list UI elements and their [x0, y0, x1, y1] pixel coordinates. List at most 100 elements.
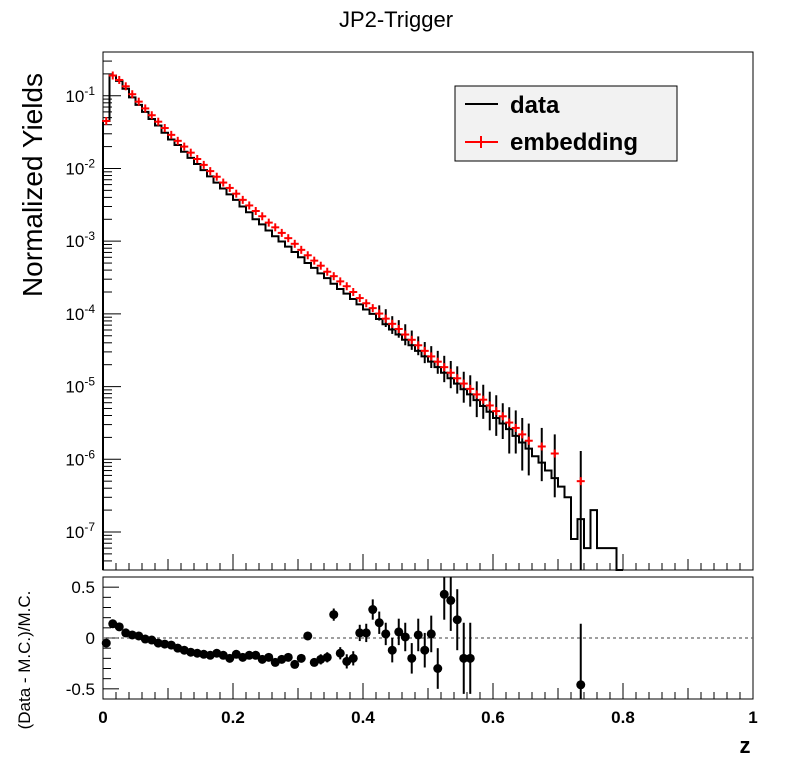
top-y-ticks: 10-110-210-310-410-510-610-7 — [65, 51, 121, 571]
ratio-point — [335, 647, 345, 660]
x-tick-label: 1 — [748, 708, 757, 727]
top-y-tick-exponent: -3 — [84, 229, 95, 243]
ratio-point — [387, 638, 397, 663]
x-tick-label: 0.2 — [221, 708, 245, 727]
ratio-point — [446, 577, 456, 631]
ratio-marker — [348, 653, 358, 663]
ratio-point — [439, 577, 449, 620]
legend: data embedding — [454, 85, 678, 162]
ratio-marker — [446, 595, 456, 605]
top-y-tick-label: 10-2 — [65, 156, 95, 178]
embedding-point — [576, 450, 585, 570]
ratio-marker — [465, 653, 475, 663]
ratio-marker — [420, 645, 430, 655]
top-y-tick-base: 10 — [65, 87, 84, 106]
ratio-point — [114, 622, 124, 632]
embedding-point — [336, 277, 345, 286]
top-y-tick-exponent: -5 — [84, 375, 95, 389]
legend-label-data: data — [510, 92, 560, 119]
ratio-marker — [433, 664, 443, 673]
ratio-marker — [426, 629, 436, 639]
embedding-point — [154, 117, 163, 126]
top-y-tick-base: 10 — [65, 232, 84, 251]
ratio-marker — [355, 628, 365, 638]
top-y-tick-base: 10 — [65, 159, 84, 178]
x-tick-label: 0.4 — [351, 708, 375, 727]
ratio-marker — [361, 628, 371, 638]
ratio-point — [433, 648, 443, 689]
top-plot-marks — [102, 71, 754, 571]
legend-label-embedding: embedding — [510, 129, 638, 156]
top-y-tick-label: 10-5 — [65, 375, 95, 397]
top-y-tick-exponent: -2 — [84, 156, 95, 170]
embedding-point — [115, 75, 124, 84]
ratio-point — [348, 651, 358, 666]
embedding-point — [349, 287, 358, 296]
embedding-point — [440, 355, 449, 383]
ratio-point — [452, 589, 462, 651]
top-y-tick-label: 10-7 — [65, 520, 95, 542]
ratio-marker — [251, 650, 261, 660]
ratio-marker — [296, 653, 306, 663]
ratio-marker — [322, 652, 332, 662]
embedding-point — [498, 403, 507, 440]
embedding-point — [485, 391, 494, 431]
bottom-plot-marks — [101, 577, 753, 699]
top-y-axis-label: Normalized Yields — [17, 73, 48, 297]
x-tick-label: 0.8 — [611, 708, 635, 727]
embedding-point — [173, 136, 182, 145]
embedding-point — [277, 228, 286, 237]
ratio-point — [264, 652, 274, 662]
ratio-point — [329, 608, 339, 621]
ratio-marker — [381, 629, 391, 639]
ratio-point — [303, 631, 313, 641]
embedding-point — [466, 375, 475, 407]
legend-box — [454, 85, 678, 162]
embedding-point — [167, 130, 176, 139]
ratio-marker — [394, 627, 404, 637]
embedding-point — [453, 366, 462, 394]
top-y-tick-label: 10-1 — [65, 84, 95, 106]
ratio-marker — [264, 652, 274, 662]
embedding-point — [323, 267, 332, 276]
ratio-marker — [303, 631, 313, 641]
top-y-tick-exponent: -1 — [84, 84, 95, 98]
top-y-tick-base: 10 — [65, 523, 84, 542]
ratio-point — [426, 615, 436, 653]
embedding-point — [245, 201, 254, 210]
embedding-point — [355, 294, 364, 303]
ratio-point — [251, 650, 261, 660]
embedding-point — [284, 234, 293, 243]
embedding-point — [147, 111, 156, 120]
embedding-point — [342, 282, 351, 291]
embedding-point — [427, 346, 436, 369]
embedding-point — [297, 245, 306, 254]
ratio-marker — [329, 610, 339, 620]
ratio-marker — [114, 622, 124, 632]
embedding-point — [232, 189, 241, 198]
embedding-point — [511, 410, 520, 454]
embedding-point — [414, 336, 423, 356]
embedding-point — [258, 212, 267, 221]
x-tick-label: 0 — [98, 708, 107, 727]
ratio-marker — [283, 652, 293, 662]
ratio-point — [283, 652, 293, 662]
ratio-marker — [400, 632, 410, 642]
embedding-point — [271, 223, 280, 232]
embedding-point — [368, 304, 377, 313]
ratio-point — [420, 632, 430, 668]
ratio-marker — [244, 650, 254, 660]
embedding-point — [381, 309, 390, 327]
bottom-y-tick-label: 0 — [86, 629, 95, 648]
embedding-point — [160, 124, 169, 133]
embedding-point — [264, 218, 273, 227]
embedding-point — [251, 207, 260, 216]
embedding-point — [459, 371, 468, 403]
embedding-point — [518, 417, 527, 471]
top-y-tick-exponent: -4 — [84, 302, 95, 316]
ratio-marker — [290, 659, 300, 669]
embedding-point — [394, 320, 403, 338]
top-y-tick-base: 10 — [65, 378, 84, 397]
ratio-point — [296, 653, 306, 663]
